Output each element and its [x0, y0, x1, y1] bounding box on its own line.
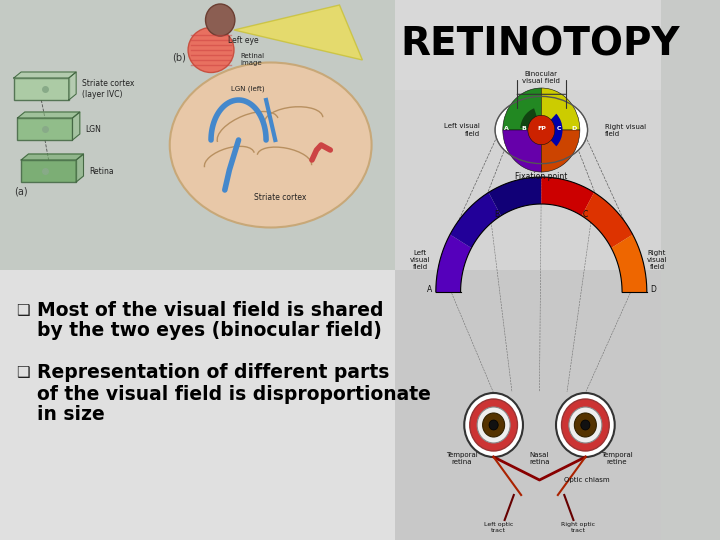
Text: Left eye: Left eye	[228, 36, 258, 45]
Polygon shape	[69, 72, 76, 100]
Polygon shape	[582, 192, 633, 248]
Polygon shape	[541, 177, 594, 216]
Polygon shape	[436, 234, 472, 292]
Ellipse shape	[495, 97, 588, 164]
Polygon shape	[14, 72, 76, 78]
Text: LGN (left): LGN (left)	[231, 85, 265, 91]
Text: Fixation point: Fixation point	[515, 172, 567, 181]
Bar	[395, 0, 660, 90]
Circle shape	[556, 393, 615, 457]
Circle shape	[575, 413, 596, 437]
Polygon shape	[21, 154, 84, 160]
Text: Optic chiasm: Optic chiasm	[564, 477, 610, 483]
FancyBboxPatch shape	[17, 118, 73, 140]
Text: Right visual
field: Right visual field	[605, 124, 646, 137]
Text: Binocular
visual field: Binocular visual field	[523, 71, 560, 84]
Wedge shape	[541, 130, 562, 146]
Ellipse shape	[170, 63, 372, 227]
Wedge shape	[541, 130, 580, 172]
FancyBboxPatch shape	[14, 78, 69, 100]
Text: (b): (b)	[173, 52, 186, 62]
Wedge shape	[503, 88, 541, 130]
Text: D: D	[572, 125, 577, 131]
Circle shape	[489, 420, 498, 430]
Polygon shape	[17, 112, 80, 118]
Text: ❑: ❑	[17, 302, 30, 318]
Polygon shape	[489, 177, 541, 216]
Text: by the two eyes (binocular field): by the two eyes (binocular field)	[37, 321, 382, 341]
FancyBboxPatch shape	[21, 160, 76, 182]
Text: Striate cortex: Striate cortex	[253, 193, 306, 202]
Text: Representation of different parts: Representation of different parts	[37, 363, 389, 382]
Circle shape	[464, 393, 523, 457]
Wedge shape	[541, 113, 562, 130]
Wedge shape	[521, 109, 541, 130]
Polygon shape	[73, 112, 80, 140]
Text: C: C	[557, 125, 561, 131]
Text: Left
visual
field: Left visual field	[410, 250, 431, 270]
Polygon shape	[76, 154, 84, 182]
Text: Right optic
tract: Right optic tract	[561, 522, 595, 533]
Circle shape	[562, 399, 609, 451]
Text: Right
visual
field: Right visual field	[647, 250, 667, 270]
Text: A: A	[504, 125, 509, 131]
Text: LGN: LGN	[86, 125, 102, 133]
Text: Nasal
retina: Nasal retina	[529, 452, 550, 465]
Wedge shape	[541, 88, 580, 130]
Wedge shape	[503, 130, 541, 172]
Wedge shape	[528, 116, 555, 145]
Text: Retinal
image: Retinal image	[240, 53, 264, 66]
Text: B: B	[521, 125, 526, 131]
Text: Temporal
retina: Temporal retina	[446, 452, 477, 465]
Text: Left optic
tract: Left optic tract	[484, 522, 513, 533]
Bar	[0, 0, 395, 270]
Circle shape	[469, 399, 518, 451]
Polygon shape	[611, 234, 647, 292]
Text: Striate cortex
(layer IVC): Striate cortex (layer IVC)	[81, 79, 134, 99]
Text: C: C	[583, 210, 588, 219]
Text: A: A	[427, 286, 432, 294]
Text: RETINOTOPY: RETINOTOPY	[400, 26, 680, 64]
Text: (a): (a)	[14, 187, 27, 197]
Polygon shape	[450, 192, 501, 248]
Bar	[0, 270, 395, 540]
Text: of the visual field is disproportionate: of the visual field is disproportionate	[37, 384, 431, 403]
Text: Temporal
retine: Temporal retine	[600, 452, 632, 465]
Text: in size: in size	[37, 406, 104, 424]
Circle shape	[477, 407, 510, 443]
Circle shape	[569, 407, 602, 443]
Text: B: B	[495, 210, 500, 219]
Circle shape	[482, 413, 505, 437]
Text: D: D	[650, 286, 657, 294]
Text: Left visual
field: Left visual field	[444, 124, 480, 137]
Bar	[395, 0, 660, 270]
Text: ❑: ❑	[17, 366, 30, 381]
Ellipse shape	[188, 28, 234, 72]
Text: Retina: Retina	[89, 166, 114, 176]
Polygon shape	[234, 5, 362, 60]
Text: FP: FP	[537, 125, 546, 131]
Circle shape	[205, 4, 235, 36]
Circle shape	[581, 420, 590, 430]
Text: Most of the visual field is shared: Most of the visual field is shared	[37, 300, 383, 320]
Bar	[395, 270, 660, 540]
